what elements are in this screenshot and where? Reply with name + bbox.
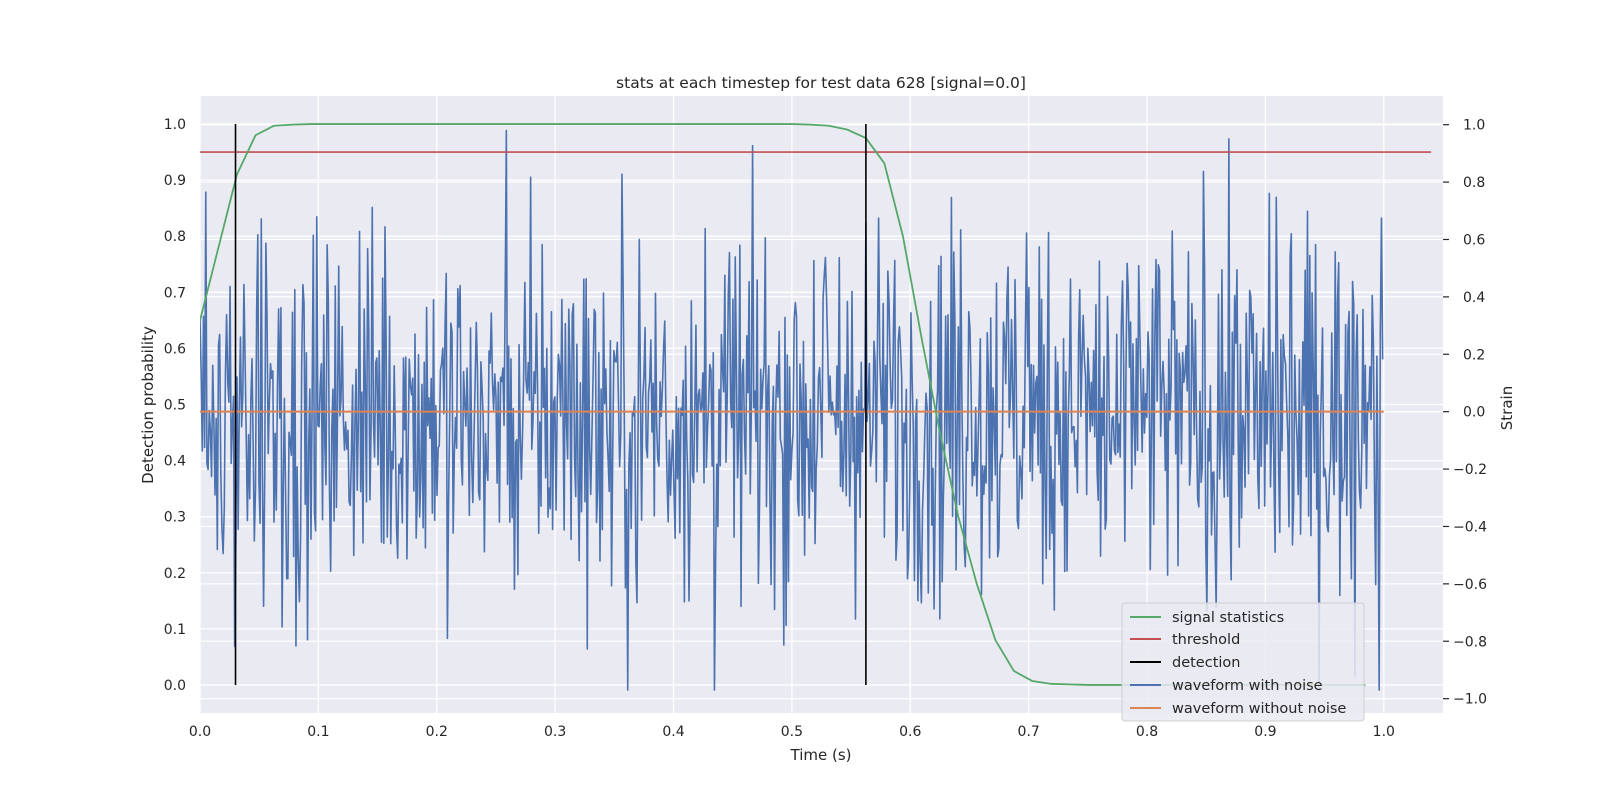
y-tick-label: 0.4 [164,454,186,470]
chart-title: stats at each timestep for test data 628… [616,74,1026,92]
y2-tick-label: 0.6 [1463,232,1485,248]
y2-tick-label: 0.0 [1463,405,1485,421]
x-tick-label: 0.4 [662,724,684,740]
y2-tick-label: 0.2 [1463,347,1485,363]
legend: signal statistics threshold detection wa… [1121,602,1365,722]
x-tick-label: 0.0 [189,724,211,740]
y-tick-label: 1.0 [164,117,186,133]
x-tick-label: 0.5 [781,724,803,740]
legend-label-detection: detection [1172,655,1240,671]
series-waveform-with-noise [200,129,1384,691]
x-axis-label: Time (s) [790,746,852,764]
legend-box [1121,602,1365,722]
y2-tick-label: −0.8 [1453,634,1487,650]
legend-label-signal: signal statistics [1172,610,1284,626]
y2-tick-label: 0.4 [1463,290,1485,306]
y2-tick-label: −0.4 [1453,519,1487,535]
y-tick-label: 0.1 [164,622,186,638]
x-tick-label: 0.8 [1136,724,1158,740]
y-tick-label: 0.5 [164,398,186,414]
y2-tick-label: −0.6 [1453,577,1487,593]
x-tick-label: 0.6 [899,724,921,740]
x-tick-label: 0.1 [307,724,329,740]
y-tick-label: 0.8 [164,229,186,245]
series-signal-statistics [200,123,1366,686]
data-layer [200,123,1432,691]
y-axis-label: Detection probability [139,326,157,484]
y2-tick-label: 0.8 [1463,175,1485,191]
x-tick-label: 1.0 [1373,724,1395,740]
y-tick-label: 0.9 [164,173,186,189]
y-tick-label: 0.0 [164,678,186,694]
x-tick-label: 0.9 [1254,724,1276,740]
axes: 0.0 0.1 0.2 0.3 0.4 0.5 0.6 0.7 0.8 0.9 1.0 0.0 0.1 0… [164,117,1487,740]
y2-tick-label: −1.0 [1453,692,1487,708]
y2-tick-label: −0.2 [1453,462,1487,478]
legend-label-noisy: waveform with noise [1172,678,1323,694]
x-tick-label: 0.7 [1018,724,1040,740]
legend-label-threshold: threshold [1172,632,1240,648]
x-tick-label: 0.3 [544,724,566,740]
y-tick-label: 0.2 [164,566,186,582]
legend-label-clean: waveform without noise [1172,701,1346,717]
y-tick-label: 0.3 [164,510,186,526]
y-tick-label: 0.6 [164,341,186,357]
y2-tick-label: 1.0 [1463,118,1485,134]
y2-axis-label: Strain [1498,386,1516,430]
x-tick-label: 0.2 [426,724,448,740]
y-tick-label: 0.7 [164,285,186,301]
